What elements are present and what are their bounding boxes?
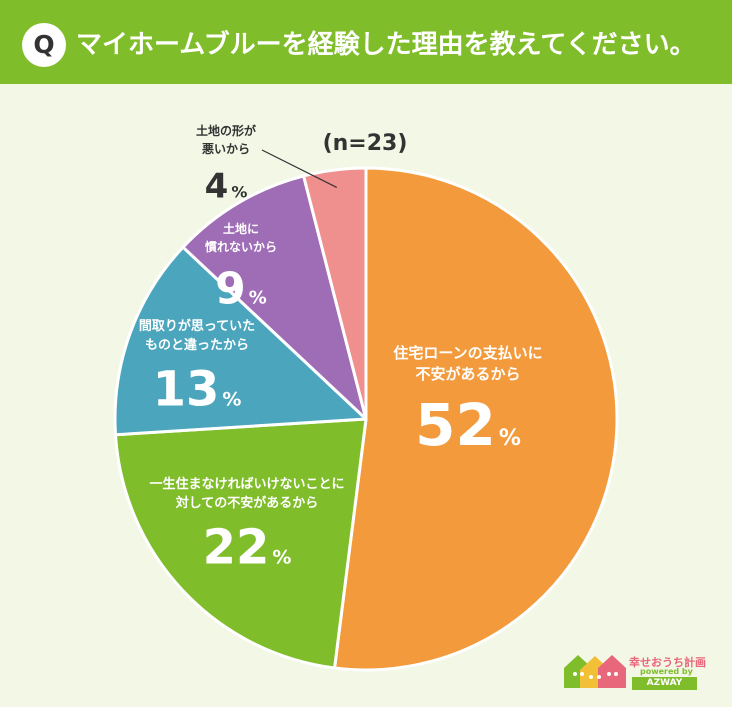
slice-label-4-line-1: 悪いから: [202, 142, 250, 156]
slice-label-0-line-1: 不安があるから: [415, 365, 520, 383]
brand-name: 幸せおうち計画: [629, 656, 706, 669]
slice-label-2-line-0: 間取りが思っていた: [139, 318, 255, 334]
slice-label-2-line-1: ものと違ったから: [145, 337, 249, 353]
house-logo-icon: [564, 655, 626, 688]
question-title: マイホームブルーを経験した理由を教えてください。: [76, 30, 696, 60]
pie-slice-0: [333, 166, 619, 672]
brand-logo: 幸せおうち計画 powered by AZWAY: [560, 646, 720, 692]
slice-label-0-line-0: 住宅ローンの支払いに: [393, 344, 542, 362]
leader-line: [261, 149, 338, 188]
pie-slice-3: [181, 174, 368, 421]
slice-value-1: 22%: [203, 519, 292, 575]
slice-label-1-line-0: 一生住まなければいけないことに: [149, 476, 344, 492]
slice-value-2: 13%: [153, 361, 242, 417]
slice-label-3-line-0: 土地に: [223, 221, 259, 236]
slice-value-3: 9%: [215, 263, 267, 314]
slice-value-0: 52%: [415, 391, 521, 459]
pie-slice-4: [302, 166, 368, 421]
question-header: Q マイホームブルーを経験した理由を教えてください。: [0, 0, 732, 84]
pie-slice-2: [113, 245, 368, 437]
slice-label-1-line-1: 対しての不安があるから: [175, 495, 319, 511]
slice-label-3-line-1: 慣れないから: [204, 239, 277, 254]
sample-size-label: (n=23): [323, 131, 408, 156]
slice-label-4-line-0: 土地の形が: [196, 123, 256, 138]
brand-company: AZWAY: [632, 677, 697, 690]
slice-value-4: 4%: [205, 167, 248, 207]
pie-slice-1: [113, 417, 368, 670]
q-badge: Q: [22, 23, 66, 67]
brand-powered-by: powered by: [640, 667, 693, 676]
